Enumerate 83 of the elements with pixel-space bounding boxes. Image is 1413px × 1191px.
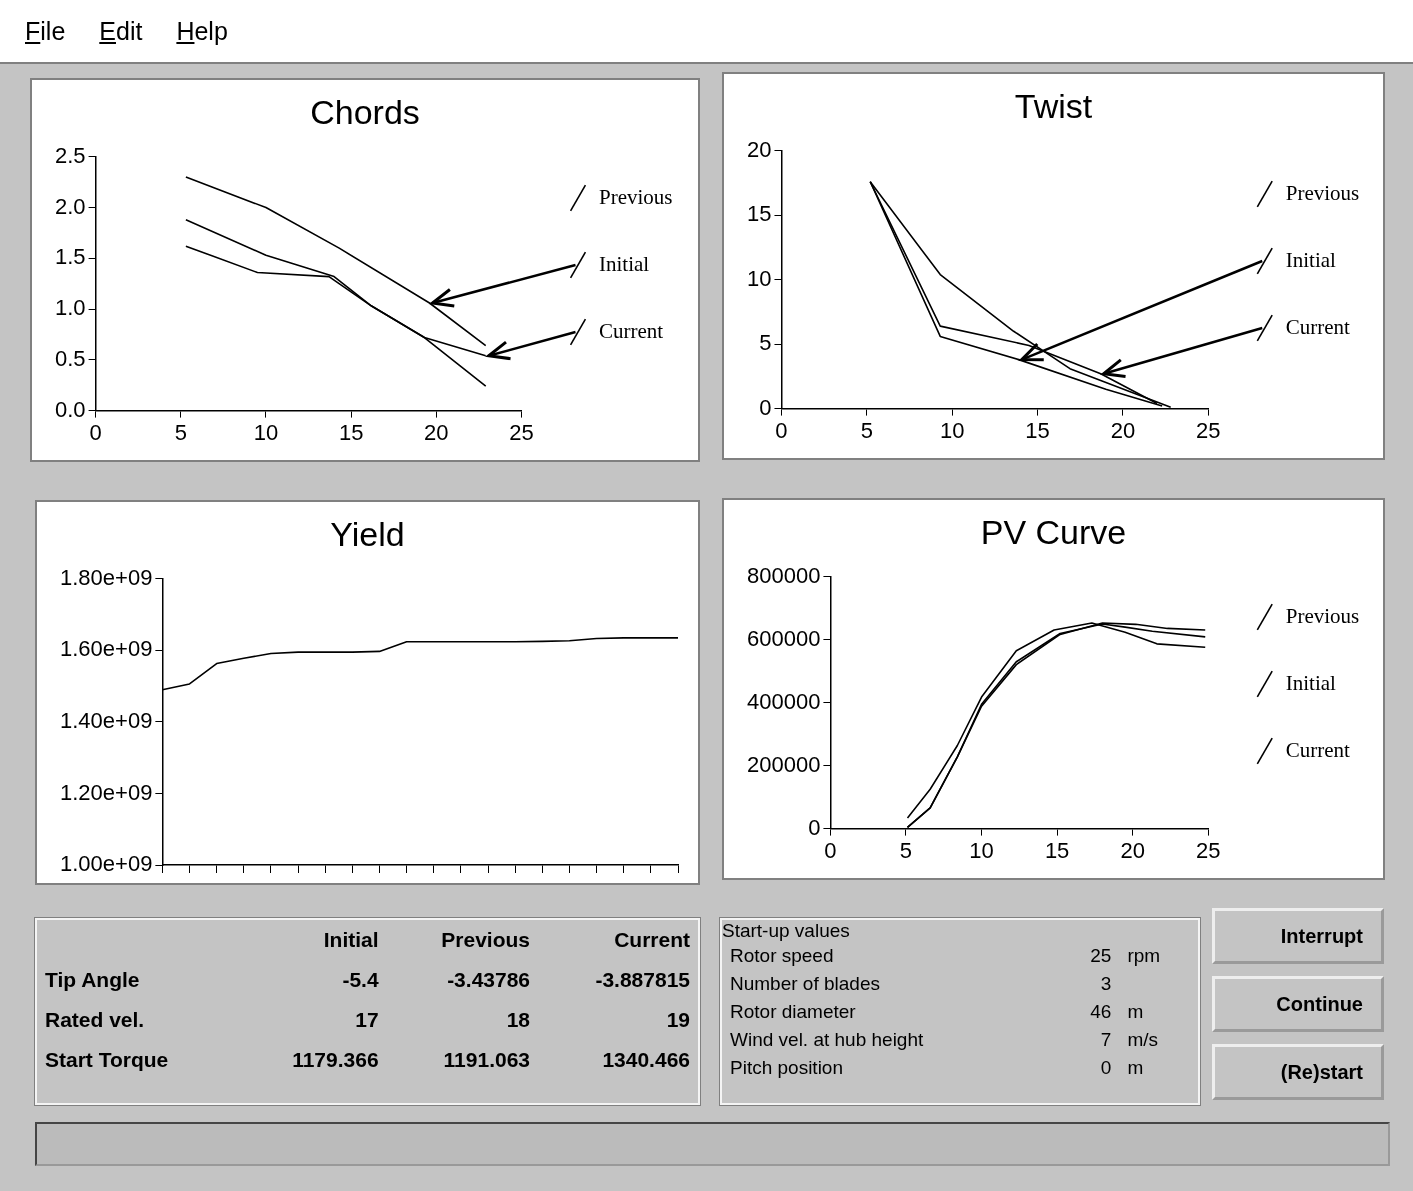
x-tick-label: 0 (824, 837, 837, 863)
text: File (25, 16, 66, 46)
text: 1191.063 (443, 1048, 531, 1071)
text: Edit (99, 16, 143, 46)
x-tick-label: 10 (969, 837, 994, 863)
y-tick-label: 1.00e+09 (60, 851, 153, 877)
category-label: Rated vel. (45, 1008, 145, 1031)
text: rpm (1127, 945, 1161, 966)
chart-title: Yield (330, 514, 405, 553)
text: 7 (1100, 1029, 1112, 1050)
text: 25 (1090, 945, 1112, 966)
y-tick-label: 600000 (746, 625, 821, 651)
y-tick-label: 1.60e+09 (60, 636, 153, 662)
y-tick-label: 0.5 (54, 345, 86, 371)
text: 1179.366 (292, 1048, 379, 1071)
legend-label: Current (1285, 737, 1351, 762)
text: m (1127, 1057, 1144, 1078)
legend-label: Current (1285, 314, 1351, 339)
x-tick-label: 5 (899, 837, 913, 863)
legend-label: Previous (1285, 180, 1360, 205)
text: 3 (1100, 973, 1112, 994)
text: 17 (355, 1008, 379, 1031)
text: -3.887815 (595, 968, 690, 991)
text: m (1127, 1001, 1144, 1022)
legend-label: Previous (1285, 603, 1360, 628)
text: m/s (1127, 1029, 1159, 1050)
category-label: Current (613, 927, 691, 953)
text: Help (176, 16, 228, 46)
x-tick-label: 20 (1120, 837, 1145, 863)
legend-label: Initial (1285, 247, 1337, 272)
legend-label: Initial (1285, 670, 1337, 695)
chart-title: PV Curve (980, 512, 1127, 551)
y-tick-label: 0 (759, 394, 772, 420)
x-tick-label: 10 (939, 417, 965, 443)
y-tick-label: 2.0 (54, 193, 86, 219)
y-tick-label: 400000 (746, 688, 821, 714)
text: 18 (506, 1008, 531, 1031)
y-tick-label: 800000 (746, 562, 821, 588)
y-tick-label: 1.5 (54, 244, 86, 270)
chart-title: Chords (310, 92, 420, 131)
x-tick-label: 25 (1196, 837, 1221, 863)
y-tick-label: 0 (808, 814, 821, 840)
x-tick-label: 20 (1110, 417, 1136, 443)
x-tick-label: 25 (509, 419, 534, 445)
y-tick-label: 1.40e+09 (60, 707, 153, 733)
category-label: Wind vel. at hub height (730, 1029, 924, 1050)
text: -5.4 (342, 968, 379, 991)
y-tick-label: 5 (759, 330, 772, 356)
y-tick-label: 20 (746, 136, 772, 162)
legend-label: Previous (599, 184, 673, 209)
x-tick-label: 15 (1025, 417, 1050, 443)
category-label: Start Torque (45, 1048, 169, 1071)
y-tick-label: 10 (746, 265, 772, 291)
x-tick-label: 5 (860, 417, 873, 443)
text: 0 (1100, 1057, 1112, 1078)
x-tick-label: 15 (1044, 837, 1070, 863)
category-label: Number of blades (730, 973, 880, 994)
y-tick-label: 1.80e+09 (60, 564, 153, 590)
y-tick-label: 2.5 (54, 142, 86, 168)
text: 1340.466 (602, 1048, 690, 1071)
text: 46 (1090, 1001, 1112, 1022)
category-label: Rotor speed (730, 945, 834, 966)
x-tick-label: 15 (338, 419, 364, 445)
category-label: Previous (440, 927, 532, 953)
y-tick-label: 1.20e+09 (60, 779, 153, 805)
category-label: Tip Angle (45, 968, 140, 991)
text: Start-up values (722, 920, 851, 942)
legend-label: Initial (599, 251, 650, 276)
x-tick-label: 20 (424, 419, 449, 445)
legend-label: Current (599, 318, 664, 343)
text: 19 (666, 1008, 690, 1031)
x-tick-label: 5 (174, 419, 187, 445)
category-label: Initial (322, 927, 380, 953)
x-tick-label: 10 (253, 419, 279, 445)
x-tick-label: 25 (1196, 417, 1221, 443)
chart-title: Twist (1014, 86, 1093, 125)
y-tick-label: 1.0 (54, 295, 86, 321)
y-tick-label: 15 (746, 201, 772, 227)
category-label: Pitch position (730, 1057, 844, 1078)
y-tick-label: 0.0 (54, 396, 86, 422)
text: -3.43786 (447, 968, 531, 991)
y-tick-label: 200000 (746, 751, 821, 777)
category-label: Rotor diameter (730, 1001, 856, 1022)
